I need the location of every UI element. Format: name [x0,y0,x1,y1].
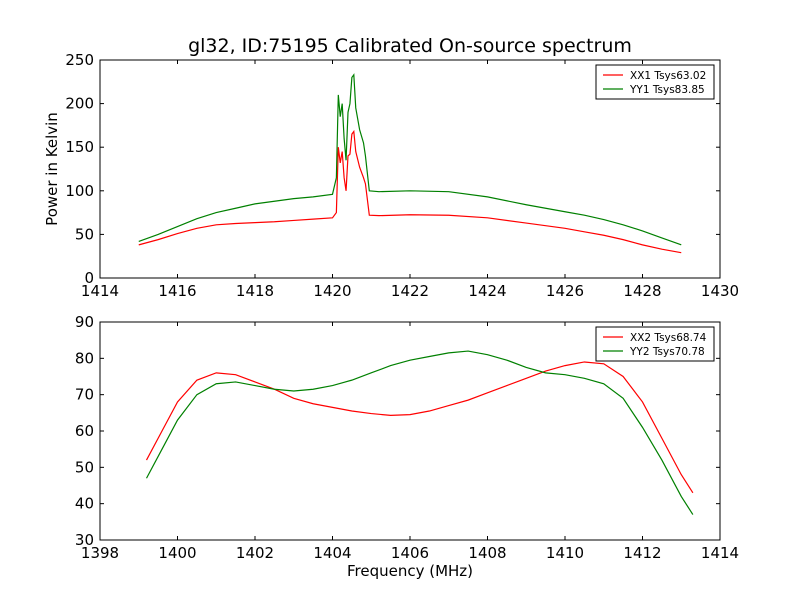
legend-box [595,64,715,100]
x-tick-label: 1422 [391,282,429,300]
x-tick-label: 1420 [313,282,351,300]
y-tick-label: 250 [65,51,94,69]
x-axis-label: Frequency (MHz) [347,562,473,580]
legend-label: YY1 Tsys83.85 [629,84,705,96]
legend-label: XX1 Tsys63.02 [630,70,706,82]
x-tick-label: 1406 [391,544,429,562]
y-tick-label: 150 [65,138,94,156]
x-tick-label: 1424 [468,282,506,300]
y-tick-label: 0 [84,269,94,287]
subplot-1: 1414 1416 1418 1420 1422 1424 1426 1428 1430 0 50 1… [43,51,739,300]
legend: XX2 Tsys68.74 YY2 Tsys70.78 [595,326,715,362]
x-tick-label: 1426 [546,282,584,300]
x-tick-label: 1398 [81,544,119,562]
x-tick-label: 1400 [158,544,196,562]
y-axis-label: Power in Kelvin [43,112,61,226]
plots: 1414 1416 1418 1420 1422 1424 1426 1428 14300501… [43,51,739,580]
y-tick-label: 80 [75,349,94,367]
y-tick-label: 60 [75,422,94,440]
x-tick-label: 1418 [236,282,274,300]
x-tick-label: 1414 [701,544,739,562]
y-tick-label: 70 [75,386,94,404]
legend-label: YY2 Tsys70.78 [629,346,705,358]
series-line-2-2 [145,350,694,515]
legend-box [595,326,715,362]
series-line-1-1 [138,129,682,254]
y-tick-label: 50 [75,458,94,476]
x-tick-label: 1428 [623,282,661,300]
y-tick-label: 200 [65,95,94,113]
x-tick-label: 1408 [468,544,506,562]
x-tick-label: 1404 [313,544,351,562]
subplot-2: 1398 1400 1402 1404 1406 1408 1410 1412 1414 30 40… [75,313,739,580]
x-tick-label: 1410 [546,544,584,562]
x-tick-label: 1414 [81,282,119,300]
legend-label: XX2 Tsys68.74 [630,332,707,344]
y-tick-label: 40 [75,495,94,513]
y-tick-label: 30 [75,531,94,549]
series-line-2-1 [145,361,694,494]
y-tick-label: 50 [75,225,94,243]
x-tick-label: 1412 [623,544,661,562]
chart-title: gl32, ID:75195 Calibrated On-source spec… [188,35,632,57]
x-tick-label: 1416 [158,282,196,300]
x-tick-label: 1402 [236,544,274,562]
x-tick-label: 1430 [701,282,739,300]
y-tick-label: 90 [75,313,94,331]
series-line-1-2 [138,73,682,246]
y-tick-label: 100 [65,182,94,200]
legend: XX1 Tsys63.02 YY1 Tsys83.85 [595,64,715,100]
